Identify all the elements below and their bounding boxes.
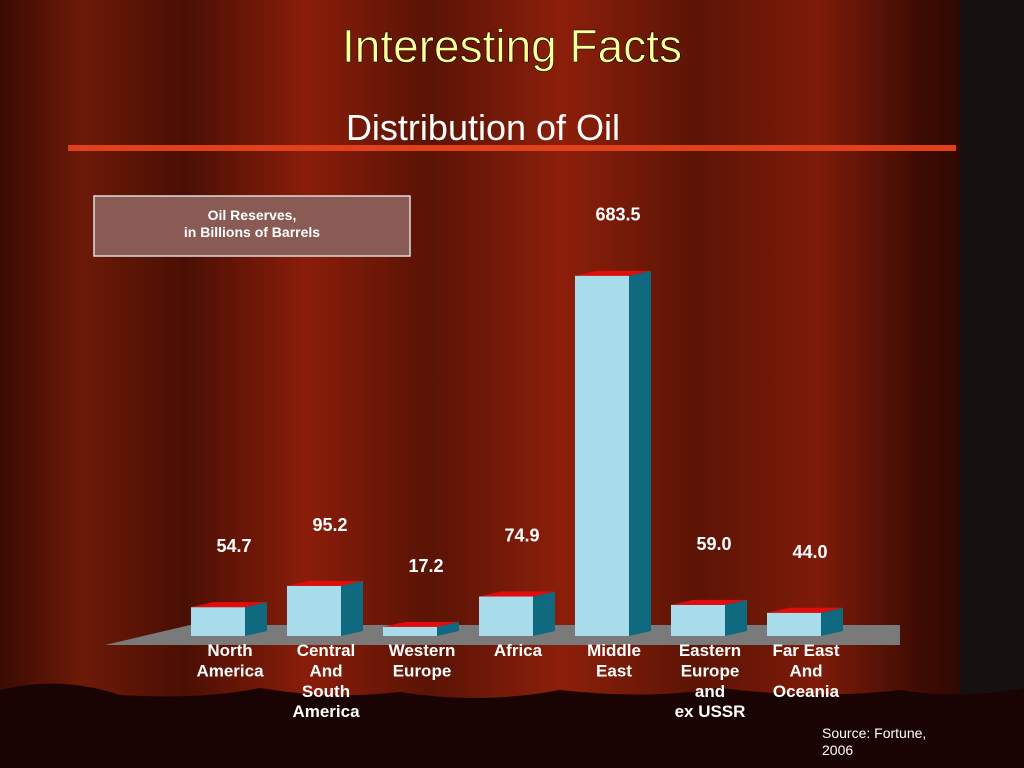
legend-text: Oil Reserves, in Billions of Barrels — [184, 207, 320, 240]
bar-side — [437, 621, 459, 636]
slide-title: Interesting Facts — [342, 20, 682, 72]
bar-top — [191, 602, 267, 608]
value-label: 44.0 — [792, 542, 827, 562]
title-rule — [68, 145, 956, 151]
bar-side — [341, 580, 363, 636]
stage-floor — [0, 683, 1024, 768]
chart-title: Distribution of Oil — [346, 107, 620, 148]
bar-side — [725, 599, 747, 636]
bar-side — [821, 607, 843, 636]
value-label: 17.2 — [408, 556, 443, 576]
bar — [671, 604, 725, 636]
bar-top — [767, 607, 843, 613]
value-label: 683.5 — [595, 205, 640, 225]
bar — [287, 585, 341, 636]
bar-top — [575, 270, 651, 276]
x-tick-label: Western Europe — [389, 641, 456, 680]
value-label: 54.7 — [216, 536, 251, 556]
bar-side — [629, 270, 651, 636]
bar — [191, 607, 245, 636]
bar-top — [671, 599, 747, 605]
bar-side — [245, 602, 267, 636]
x-tick-label: Eastern Europe and ex USSR — [675, 641, 746, 721]
x-tick-label: Middle East — [587, 641, 641, 680]
x-tick-label: Central And South America — [292, 641, 360, 721]
bar — [479, 596, 533, 636]
x-tick-label: Africa — [494, 641, 543, 660]
x-tick-label: Far East And Oceania — [772, 641, 839, 701]
bar-side — [533, 591, 555, 636]
bar — [767, 612, 821, 636]
legend-box — [93, 195, 411, 257]
curtain-edge — [960, 0, 1024, 768]
bar-top — [383, 621, 459, 627]
value-label: 95.2 — [312, 515, 347, 535]
value-label: 74.9 — [504, 526, 539, 546]
source: Source: Fortune, 2006 — [822, 725, 926, 758]
bar-top — [479, 591, 555, 597]
value-label: 59.0 — [696, 534, 731, 554]
bar — [575, 275, 629, 636]
x-tick-label: North America — [196, 641, 264, 680]
bar — [383, 626, 437, 636]
bar-top — [287, 580, 363, 586]
